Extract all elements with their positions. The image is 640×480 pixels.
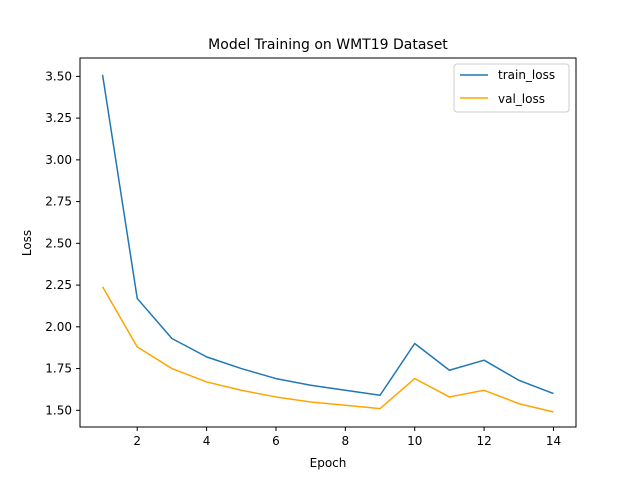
y-axis-label: Loss xyxy=(20,230,34,256)
legend-box xyxy=(453,63,570,113)
chart-title: Model Training on WMT19 Dataset xyxy=(208,37,448,53)
x-axis-label: Epoch xyxy=(310,456,347,470)
y-tick-label: 3.00 xyxy=(45,153,72,167)
series-layer xyxy=(101,74,554,413)
y-tick-label: 2.00 xyxy=(45,320,72,334)
y-tick-label: 1.50 xyxy=(45,403,72,417)
series-line-train-loss xyxy=(101,74,554,397)
x-axis: 2 4 6 8 10 12 14 xyxy=(133,427,561,448)
legend: train_loss val_loss xyxy=(453,63,570,113)
x-tick-label: 10 xyxy=(407,434,422,448)
y-tick-label: 3.50 xyxy=(45,69,72,83)
legend-label-train-loss: train_loss xyxy=(498,68,555,82)
x-tick-label: 6 xyxy=(272,434,280,448)
x-tick-label: 12 xyxy=(476,434,491,448)
x-tick-label: 8 xyxy=(342,434,350,448)
x-tick-label: 14 xyxy=(546,434,561,448)
legend-label-val-loss: val_loss xyxy=(498,92,545,106)
x-tick-label: 4 xyxy=(203,434,211,448)
x-tick-label: 2 xyxy=(133,434,141,448)
y-tick-label: 1.75 xyxy=(45,362,72,376)
plot-area xyxy=(80,58,576,427)
series-line-val-loss xyxy=(101,286,554,413)
y-tick-label: 2.50 xyxy=(45,236,72,250)
y-tick-label: 2.75 xyxy=(45,195,72,209)
plot-frame xyxy=(79,57,577,428)
y-tick-label: 3.25 xyxy=(45,111,72,125)
y-tick-label: 2.25 xyxy=(45,278,72,292)
y-axis: 1.50 1.75 2.00 2.25 2.50 2.75 3.00 3.25 3.50 xyxy=(45,69,80,417)
